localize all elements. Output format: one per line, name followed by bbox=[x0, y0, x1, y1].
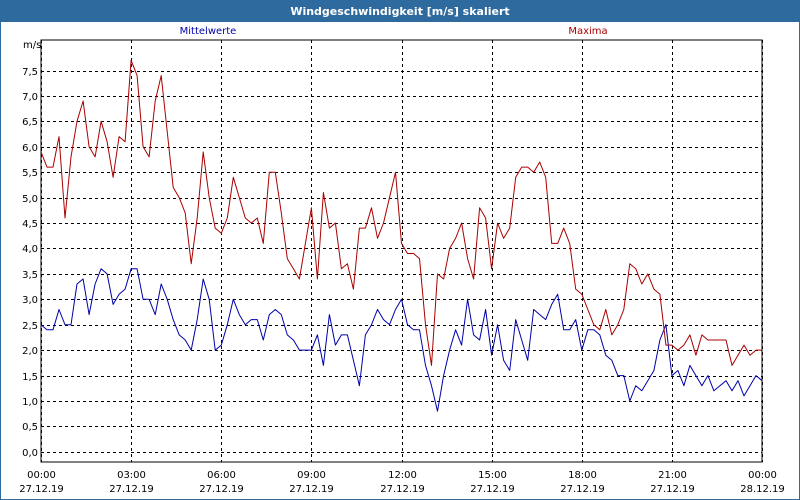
y-tick-label: 2,0 bbox=[22, 346, 38, 357]
plot-area bbox=[40, 39, 763, 463]
chart-title: Windgeschwindigkeit [m/s] skaliert bbox=[1, 1, 799, 22]
series-line-mittelwerte bbox=[41, 268, 762, 412]
x-tick-date: 27.12.19 bbox=[650, 484, 695, 495]
x-tick-date: 27.12.19 bbox=[199, 484, 244, 495]
x-tick-date: 28.12.19 bbox=[740, 484, 785, 495]
y-tick-label: 3,0 bbox=[22, 295, 38, 306]
chart-canvas: 0,0 0,5 1,0 1,5 2,0 2,5 3,0 3,5 4,0 4,5 5,0 5,5 6,0 6… bbox=[19, 26, 785, 495]
y-tick-label: 2,5 bbox=[22, 321, 38, 332]
x-tick-date: 27.12.19 bbox=[109, 484, 154, 495]
x-tick-time: 03:00 bbox=[117, 470, 146, 481]
x-tick-time: 18:00 bbox=[568, 470, 597, 481]
x-tick-time: 09:00 bbox=[297, 470, 326, 481]
x-tick-date: 27.12.19 bbox=[560, 484, 605, 495]
x-tick-date: 27.12.19 bbox=[380, 484, 425, 495]
legend-label-maxima: Maxima bbox=[568, 26, 607, 37]
y-tick-label: 4,0 bbox=[22, 244, 38, 255]
y-tick-label: 4,5 bbox=[22, 219, 38, 230]
y-tick-label: 6,0 bbox=[22, 143, 38, 154]
y-tick-label: 1,0 bbox=[22, 397, 38, 408]
y-axis-label: m/s bbox=[23, 40, 41, 51]
y-tick-label: 7,0 bbox=[22, 92, 38, 103]
y-tick-label: 6,5 bbox=[22, 117, 38, 128]
x-tick-time: 21:00 bbox=[658, 470, 687, 481]
x-tick-time: 15:00 bbox=[478, 470, 507, 481]
y-tick-label: 3,5 bbox=[22, 270, 38, 281]
x-tick-date: 27.12.19 bbox=[470, 484, 515, 495]
y-tick-label: 7,5 bbox=[22, 67, 38, 78]
x-tick-date: 27.12.19 bbox=[19, 484, 64, 495]
x-tick-time: 00:00 bbox=[27, 470, 56, 481]
series-line-maxima bbox=[41, 59, 762, 366]
y-tick-label: 0,5 bbox=[22, 422, 38, 433]
x-tick-time: 06:00 bbox=[207, 470, 236, 481]
x-tick-time: 12:00 bbox=[388, 470, 417, 481]
y-tick-label: 0,0 bbox=[22, 448, 38, 459]
y-tick-label: 5,5 bbox=[22, 168, 38, 179]
x-tick-date: 27.12.19 bbox=[289, 484, 334, 495]
legend-label-mittelwerte: Mittelwerte bbox=[180, 26, 237, 37]
y-tick-label: 1,5 bbox=[22, 372, 38, 383]
y-tick-label: 5,0 bbox=[22, 194, 38, 205]
x-tick-time: 00:00 bbox=[748, 470, 777, 481]
